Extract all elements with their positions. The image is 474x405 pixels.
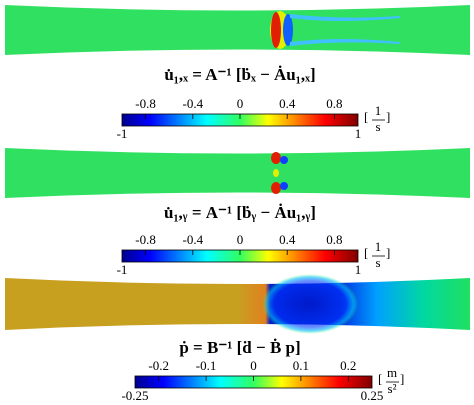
tick-label: 0 — [237, 96, 244, 111]
equation: ṗ = B⁻¹ [ḋ − Ḃ p] — [179, 338, 300, 357]
tick-label: -0.4 — [183, 96, 204, 111]
unit-bracket: [ — [364, 245, 368, 260]
tick-label: -0.2 — [148, 358, 169, 373]
unit-denominator: s — [375, 119, 380, 134]
unit-bracket: [ — [378, 371, 382, 386]
limit-label: -1 — [117, 126, 128, 141]
tick-label: 0.1 — [293, 358, 309, 373]
tick-label: -0.8 — [135, 96, 156, 111]
flow-field — [5, 274, 470, 334]
limit-label: 1 — [355, 126, 362, 141]
equation: u̇₁,ᵧ = A⁻¹ [ḃᵧ − Ȧu₁,ᵧ] — [164, 203, 316, 222]
tick-label: -0.1 — [196, 358, 217, 373]
tick-label: 0.2 — [340, 358, 356, 373]
unit-bracket: ] — [400, 371, 404, 386]
flow-field — [5, 148, 470, 198]
unit-bracket: ] — [386, 109, 390, 124]
unit-numerator: 1 — [375, 239, 382, 254]
unit-bracket: [ — [364, 109, 368, 124]
tick-label: -0.4 — [183, 232, 204, 247]
limit-label: 0.25 — [361, 388, 384, 403]
limit-label: -0.25 — [121, 388, 148, 403]
tick-label: 0.8 — [326, 96, 342, 111]
tick-label: 0.8 — [326, 232, 342, 247]
tick-label: 0.4 — [279, 96, 296, 111]
flow-field — [5, 5, 470, 55]
equation: u̇₁,ₓ = A⁻¹ [ḃₓ − Ȧu₁,ₓ] — [164, 65, 315, 84]
unit-numerator: 1 — [375, 103, 382, 118]
unit-numerator: m — [387, 365, 397, 380]
tick-label: 0 — [237, 232, 244, 247]
limit-label: -1 — [117, 262, 128, 277]
unit-denominator: s² — [388, 381, 397, 396]
tick-label: 0 — [250, 358, 257, 373]
tick-label: 0.4 — [279, 232, 296, 247]
unit-denominator: s — [375, 255, 380, 270]
unit-bracket: ] — [386, 245, 390, 260]
limit-label: 1 — [355, 262, 362, 277]
tick-label: -0.8 — [135, 232, 156, 247]
